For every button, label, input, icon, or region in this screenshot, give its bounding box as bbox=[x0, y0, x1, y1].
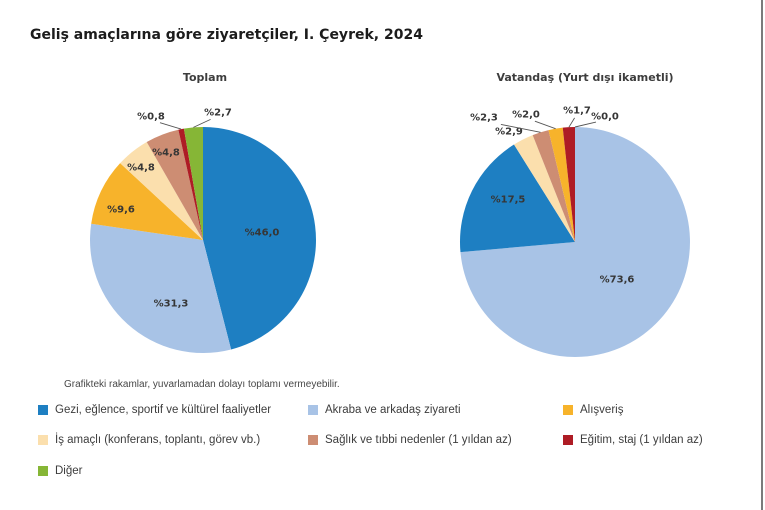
slice-label-2: %2,9 bbox=[495, 127, 523, 138]
pie-slice-4 bbox=[548, 127, 575, 242]
pie-slice-5 bbox=[562, 127, 575, 242]
page-title: Geliş amaçlarına göre ziyaretçiler, I. Ç… bbox=[30, 27, 423, 43]
slice-label-2: %9,6 bbox=[107, 205, 135, 216]
pie-toplam-title: Toplam bbox=[182, 71, 228, 84]
legend-item-2: Alışveriş bbox=[563, 403, 753, 417]
legend-item-3: İş amaçlı (konferans, toplantı, görev vb… bbox=[38, 433, 308, 447]
legend-label: Alışveriş bbox=[580, 404, 624, 416]
legend-item-6: Diğer bbox=[38, 464, 308, 478]
window-edge-line bbox=[761, 0, 763, 510]
pie-slice-4 bbox=[146, 129, 203, 240]
legend-label: Gezi, eğlence, sportif ve kültürel faali… bbox=[55, 404, 272, 416]
slice-label-1: %17,5 bbox=[491, 195, 526, 206]
pie-slice-2 bbox=[513, 135, 575, 242]
legend: Gezi, eğlence, sportif ve kültürel faali… bbox=[38, 403, 753, 478]
pie-slice-2 bbox=[91, 163, 203, 240]
pie-slice-3 bbox=[120, 142, 203, 240]
pie-slice-6 bbox=[183, 127, 203, 240]
slice-label-3: %2,3 bbox=[470, 113, 498, 124]
legend-swatch-icon bbox=[308, 405, 318, 415]
legend-label: Sağlık ve tıbbi nedenler (1 yıldan az) bbox=[325, 434, 512, 447]
legend-label: Diğer bbox=[55, 464, 83, 477]
slice-label-3: %4,8 bbox=[127, 163, 155, 174]
legend-item-5: Eğitim, staj (1 yıldan az) bbox=[563, 433, 753, 447]
slice-label-5: %0,8 bbox=[137, 112, 165, 123]
legend-swatch-icon bbox=[308, 435, 318, 446]
legend-swatch-icon bbox=[38, 435, 48, 446]
leader-line bbox=[193, 118, 211, 128]
slice-label-0: %46,0 bbox=[245, 228, 280, 239]
pie-slice-0 bbox=[203, 127, 316, 350]
legend-item-1: Akraba ve arkadaş ziyareti bbox=[308, 403, 563, 417]
slice-label-4: %4,8 bbox=[152, 148, 180, 159]
pie-slice-0 bbox=[460, 127, 690, 357]
pie-chart-vatandas: %73,6 %17,5 %2,9 %2,3 %2,0 %1,7%0,0 bbox=[459, 106, 690, 357]
slice-label-1: %31,3 bbox=[154, 299, 189, 310]
pie-chart-toplam: %46,0 %31,3 %9,6 %4,8 %4,8 %0,8 %2,7 bbox=[90, 108, 316, 353]
slice-label-0: %73,6 bbox=[600, 275, 635, 286]
leader-line bbox=[568, 117, 575, 128]
pie-vatandas-title: Vatandaş (Yurt dışı ikametli) bbox=[496, 71, 674, 84]
leader-line bbox=[159, 122, 182, 130]
pie-slice-3 bbox=[532, 130, 575, 242]
slice-label-5: %1,7 bbox=[563, 106, 591, 117]
legend-swatch-icon bbox=[38, 405, 48, 415]
legend-label: Akraba ve arkadaş ziyareti bbox=[325, 404, 461, 416]
legend-label: Eğitim, staj (1 yıldan az) bbox=[580, 434, 703, 447]
slice-label-6: %2,7 bbox=[204, 108, 232, 119]
leader-line bbox=[534, 120, 556, 130]
legend-swatch-icon bbox=[563, 435, 573, 446]
legend-item-0: Gezi, eğlence, sportif ve kültürel faali… bbox=[38, 403, 308, 417]
pie-slice-1 bbox=[459, 144, 575, 253]
leader-line bbox=[574, 121, 597, 128]
legend-swatch-icon bbox=[38, 465, 48, 476]
rounding-note: Grafikteki rakamlar, yuvarlamadan dolayı… bbox=[64, 379, 340, 390]
legend-label: İş amaçlı (konferans, toplantı, görev vb… bbox=[55, 434, 261, 447]
pie-slice-1 bbox=[90, 223, 232, 353]
slice-label-6: %0,0 bbox=[591, 112, 619, 123]
legend-swatch-icon bbox=[563, 405, 573, 415]
slice-label-4: %2,0 bbox=[512, 110, 540, 121]
leader-line bbox=[500, 123, 541, 133]
pie-slice-5 bbox=[178, 128, 203, 240]
legend-item-4: Sağlık ve tıbbi nedenler (1 yıldan az) bbox=[308, 433, 563, 447]
